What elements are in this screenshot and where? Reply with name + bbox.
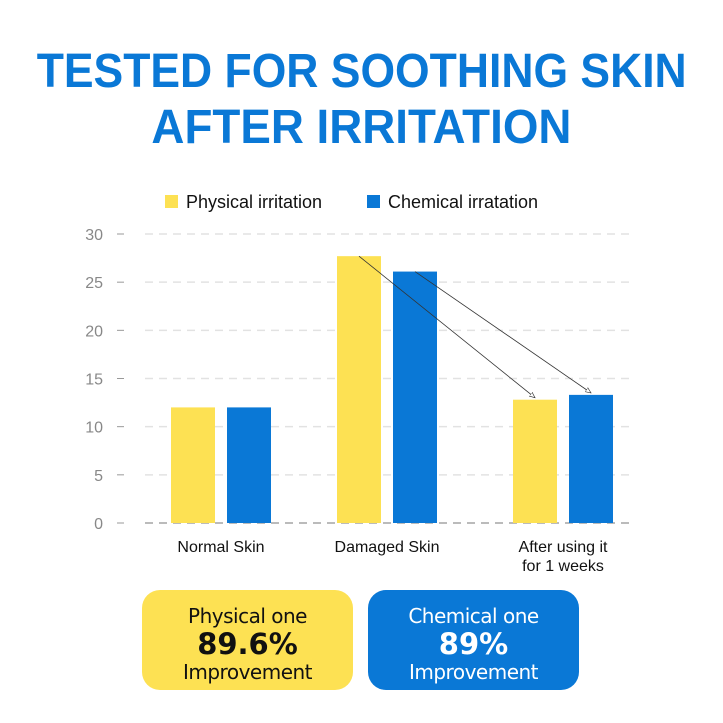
y-tick-label: 0 [94,516,103,533]
box-label: Physical one [188,604,307,628]
bar-0-0 [171,407,215,523]
x-tick-label: Normal Skin [177,539,264,556]
box-value: 89.6% [197,627,298,661]
legend-label: Physical irritation [186,192,322,212]
chemical-improvement-box: Chemical one 89% Improvement [368,590,579,690]
y-tick-label: 5 [94,468,103,485]
y-tick-label: 30 [85,227,103,244]
x-tick-label: for 1 weeks [522,558,604,575]
bar-1-0 [227,407,271,523]
box-value: 89% [438,627,509,661]
bar-0-2 [513,399,557,523]
annotation-arrow [358,255,535,398]
y-tick-label: 20 [85,323,103,340]
bar-0-1 [337,256,381,523]
legend-swatch [165,195,178,208]
title-line-1: TESTED FOR SOOTHING SKIN [36,45,687,98]
page-title: TESTED FOR SOOTHING SKIN AFTER IRRITATIO… [0,44,723,156]
x-tick-label: After using it [519,539,608,556]
box-caption: Improvement [182,660,313,684]
title-line-2: AFTER IRRITATION [151,101,572,154]
y-tick-label: 15 [85,372,103,389]
legend-label: Chemical irratation [388,192,538,212]
annotation-arrow [414,271,591,393]
physical-improvement-box: Physical one 89.6% Improvement [142,590,353,690]
y-tick-label: 25 [85,275,103,292]
bar-1-2 [569,394,613,523]
legend-swatch [367,195,380,208]
box-label: Chemical one [408,604,539,628]
bar-1-1 [393,271,437,523]
y-tick-label: 10 [85,420,103,437]
x-tick-label: Damaged Skin [335,539,440,556]
box-caption: Improvement [408,660,539,684]
